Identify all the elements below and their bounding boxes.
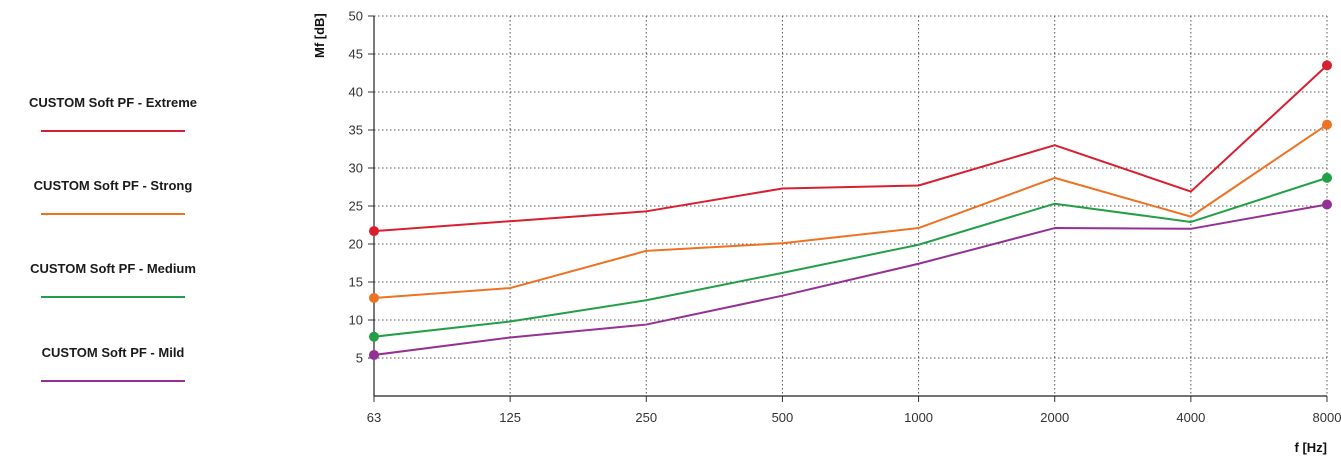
data-point-medium bbox=[1322, 172, 1332, 183]
tick-labels: 5 10 15 20 25 30 35 40 45 50 63 125 250 500 1000 2000 40… bbox=[349, 9, 1341, 426]
series-line-strong bbox=[373, 123, 1328, 299]
legend-item-strong: CUSTOM Soft PF - Strong bbox=[0, 178, 226, 215]
y-tick-label: 20 bbox=[349, 237, 363, 252]
legend-swatch bbox=[41, 380, 185, 382]
x-tick-label: 500 bbox=[772, 410, 794, 425]
legend-label: CUSTOM Soft PF - Extreme bbox=[28, 95, 198, 110]
series-line-mild bbox=[373, 203, 1328, 356]
y-tick-label: 50 bbox=[349, 9, 363, 24]
series-lines bbox=[369, 60, 1332, 360]
legend-label: CUSTOM Soft PF - Mild bbox=[41, 345, 185, 360]
legend-item-medium: CUSTOM Soft PF - Medium bbox=[0, 261, 226, 298]
grid bbox=[374, 15, 1328, 396]
data-point-mild bbox=[1322, 199, 1332, 210]
chart-legend: CUSTOM Soft PF - Extreme CUSTOM Soft PF -… bbox=[0, 0, 230, 458]
y-tick-label: 15 bbox=[349, 275, 363, 290]
x-tick-label: 8000 bbox=[1313, 410, 1341, 425]
data-point-medium bbox=[369, 331, 379, 342]
x-tick-label: 63 bbox=[367, 410, 381, 425]
x-tick-label: 1000 bbox=[904, 410, 933, 425]
x-axis-title: f [Hz] bbox=[1295, 440, 1328, 455]
data-point-mild bbox=[369, 349, 379, 360]
y-tick-label: 30 bbox=[349, 161, 363, 176]
legend-label: CUSTOM Soft PF - Medium bbox=[30, 261, 196, 276]
x-tick-label: 4000 bbox=[1176, 410, 1205, 425]
legend-item-mild: CUSTOM Soft PF - Mild bbox=[0, 345, 226, 382]
y-axis-title: Mf [dB] bbox=[312, 13, 327, 58]
legend-swatch bbox=[41, 296, 185, 298]
data-point-extreme bbox=[369, 226, 379, 237]
axes bbox=[368, 15, 1328, 402]
x-tick-label: 125 bbox=[499, 410, 521, 425]
y-tick-label: 5 bbox=[356, 351, 363, 366]
y-tick-label: 25 bbox=[349, 199, 363, 214]
series-line-extreme bbox=[373, 64, 1328, 233]
legend-swatch bbox=[41, 213, 185, 215]
legend-item-extreme: CUSTOM Soft PF - Extreme bbox=[0, 95, 226, 132]
y-tick-label: 10 bbox=[349, 313, 363, 328]
data-point-strong bbox=[1322, 119, 1332, 130]
x-tick-label: 2000 bbox=[1040, 410, 1069, 425]
data-point-extreme bbox=[1322, 60, 1332, 71]
y-tick-label: 40 bbox=[349, 85, 363, 100]
x-tick-label: 250 bbox=[635, 410, 657, 425]
y-tick-label: 45 bbox=[349, 47, 363, 62]
y-tick-label: 35 bbox=[349, 123, 363, 138]
legend-swatch bbox=[41, 130, 185, 132]
series-line-medium bbox=[373, 176, 1328, 338]
legend-label: CUSTOM Soft PF - Strong bbox=[33, 178, 193, 193]
data-point-strong bbox=[369, 292, 379, 303]
